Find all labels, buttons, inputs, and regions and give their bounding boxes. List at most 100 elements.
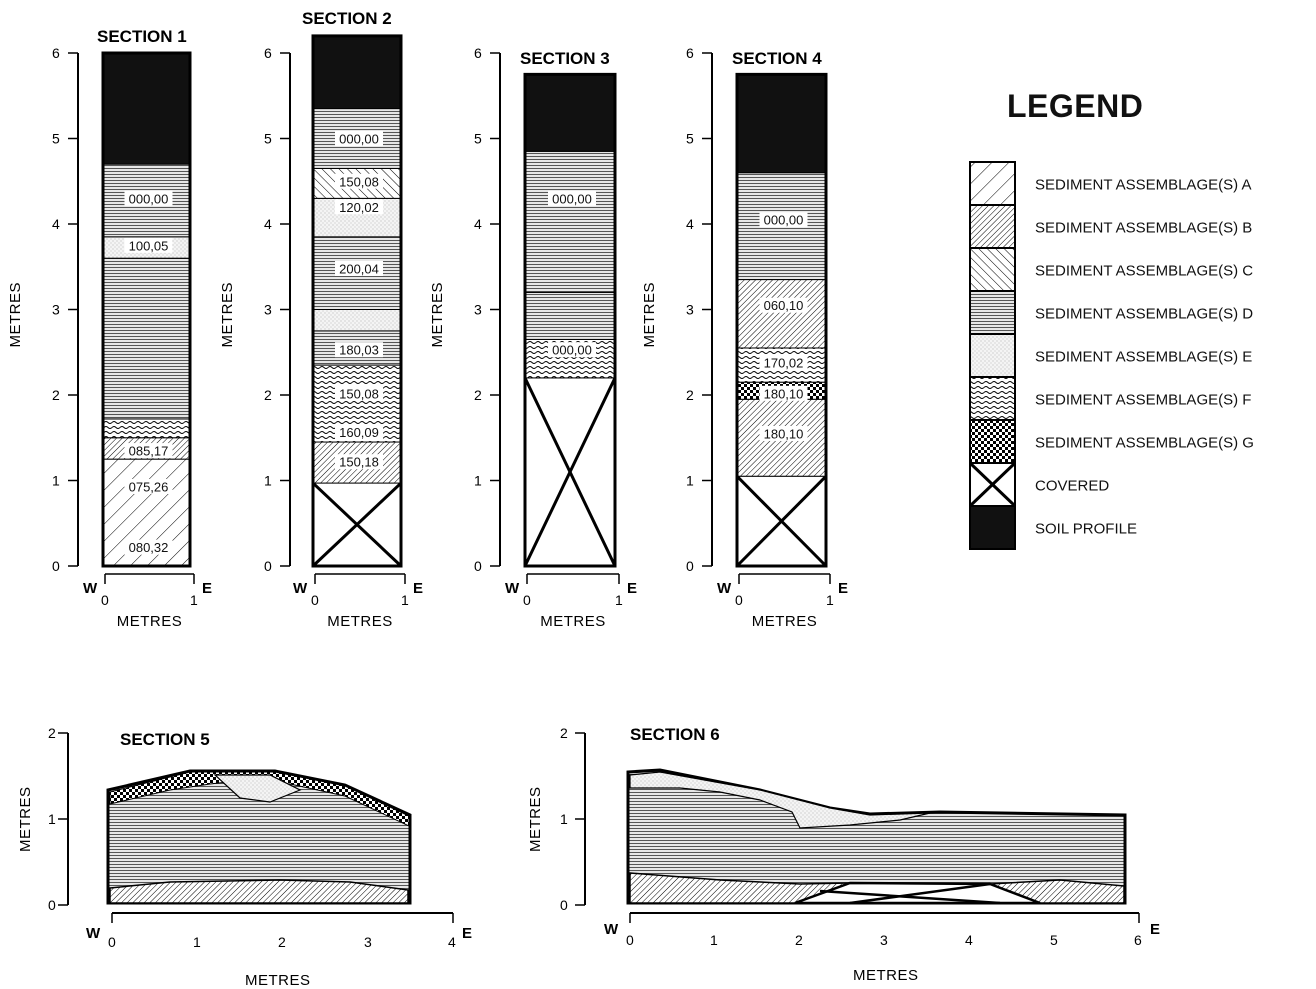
section-2-title: SECTION 2 xyxy=(302,9,392,28)
section-5-ytick-2: 2 xyxy=(48,725,56,741)
section-1-west: W xyxy=(83,580,98,597)
section-3-ylabel: METRES xyxy=(429,282,446,348)
section-2-west: W xyxy=(293,580,308,597)
legend-swatch-F xyxy=(969,376,1016,421)
unit-label-box xyxy=(548,342,596,358)
section-6-east: E xyxy=(1150,921,1160,938)
section-3-xtick-0: 0 xyxy=(523,592,531,608)
legend-swatch-G xyxy=(969,419,1016,464)
unit-label: 085,17 xyxy=(129,444,169,459)
unit-label-box xyxy=(335,385,383,401)
unit-label-box xyxy=(124,190,173,206)
section-6-profile: SECTION 6 2 1 0 METRES W E 0 1 2 3 4 5 6… xyxy=(527,725,1160,984)
section-4-xtick-1: 1 xyxy=(826,592,834,608)
unit-label-box xyxy=(759,212,808,228)
section-5-title: SECTION 5 xyxy=(120,730,210,749)
unit-label: 100,05 xyxy=(129,238,169,253)
section-3-column: SECTION 3 0 1 2 3 4 5 6 METRES 000,00 000,00 W E 0 1 ME… xyxy=(429,45,637,630)
unit-soil xyxy=(102,52,191,165)
legend-label-D: SEDIMENT ASSEMBLAGE(S) D xyxy=(1035,306,1253,323)
section-4-east: E xyxy=(838,580,848,597)
section-5-ytick-1: 1 xyxy=(48,811,56,827)
section-2-east: E xyxy=(413,580,423,597)
section-6-ytick-1: 1 xyxy=(560,811,568,827)
legend-swatch-D xyxy=(969,290,1016,335)
section-2-ytick: 0 xyxy=(264,558,272,574)
section-3-ytick: 6 xyxy=(474,45,482,61)
section-2-ytick: 3 xyxy=(264,302,272,318)
section-6-xlabel: METRES xyxy=(853,967,919,984)
unit-label-box xyxy=(759,355,808,371)
legend-label-A: SEDIMENT ASSEMBLAGE(S) A xyxy=(1035,177,1251,194)
legend-swatch-soil xyxy=(969,505,1016,550)
section-6-xtick-1: 1 xyxy=(710,932,718,948)
legend-label-B: SEDIMENT ASSEMBLAGE(S) B xyxy=(1035,220,1252,237)
section-4-ytick: 3 xyxy=(686,302,694,318)
section-5-xtick-4: 4 xyxy=(448,934,456,950)
section-2-ytick: 6 xyxy=(264,45,272,61)
unit-label: 180,10 xyxy=(764,386,804,401)
section-6-xtick-2: 2 xyxy=(795,932,803,948)
section-3-east: E xyxy=(627,580,637,597)
unit-E xyxy=(312,309,402,332)
section-2-column: SECTION 2 0 1 2 3 4 5 6 METRES 150,18 160,09 150,08… xyxy=(219,9,423,630)
unit-label: 000,00 xyxy=(764,213,804,228)
unit-label-box xyxy=(548,190,596,206)
unit-label-box xyxy=(124,443,173,459)
unit-D xyxy=(102,257,191,420)
section-1-xtick-0: 0 xyxy=(101,592,109,608)
section-2-ytick: 4 xyxy=(264,216,272,232)
section-5-xlabel: METRES xyxy=(245,972,311,989)
section-1-xtick-1: 1 xyxy=(190,592,198,608)
section-4-column: SECTION 4 0 1 2 3 4 5 6 METRES 180,10 180,10 170,02… xyxy=(641,45,848,630)
unit-label: 060,10 xyxy=(764,298,804,313)
unit-label: 170,02 xyxy=(764,356,804,371)
section-1-ytick: 2 xyxy=(52,387,60,403)
section-5-xtick-2: 2 xyxy=(278,934,286,950)
section-5-ytick-0: 0 xyxy=(48,897,56,913)
section-1-xlabel: METRES xyxy=(117,613,183,630)
section-2-xtick-1: 1 xyxy=(401,592,409,608)
unit-label-box xyxy=(335,199,383,215)
section-5-xtick-1: 1 xyxy=(193,934,201,950)
section-6-xtick-0: 0 xyxy=(626,932,634,948)
section-4-ylabel: METRES xyxy=(641,282,658,348)
section-6-ytick-2: 2 xyxy=(560,725,568,741)
unit-label: 180,10 xyxy=(764,426,804,441)
section-4-west: W xyxy=(717,580,732,597)
unit-label: 000,00 xyxy=(552,343,592,358)
section-4-ytick: 4 xyxy=(686,216,694,232)
unit-D xyxy=(524,150,616,293)
section-2-ytick: 2 xyxy=(264,387,272,403)
unit-label: 150,08 xyxy=(339,386,379,401)
section-3-ytick: 3 xyxy=(474,302,482,318)
section-1-column: SECTION 1 0 1 2 3 4 5 6 METRES 080,32 075,26 085,17… xyxy=(7,27,212,630)
unit-D xyxy=(524,291,616,340)
section-2-xtick-0: 0 xyxy=(311,592,319,608)
section-6-ylabel: METRES xyxy=(527,786,544,852)
unit-soil xyxy=(736,73,827,174)
unit-label-box xyxy=(124,478,173,494)
section-5-xtick-3: 3 xyxy=(364,934,372,950)
unit-label: 000,00 xyxy=(129,191,169,206)
legend-label-covered: COVERED xyxy=(1035,478,1109,495)
section-2-outline xyxy=(311,34,403,568)
unit-F xyxy=(102,418,191,439)
section-3-xtick-1: 1 xyxy=(615,592,623,608)
section-5-east: E xyxy=(462,925,472,942)
section-3-west: W xyxy=(505,580,520,597)
section-6-xtick-4: 4 xyxy=(965,932,973,948)
section-3-title: SECTION 3 xyxy=(520,49,610,68)
section-6-west: W xyxy=(604,921,619,938)
section-3-outline xyxy=(523,72,617,568)
section-5-west: W xyxy=(86,925,101,942)
unit-label: 180,03 xyxy=(339,343,379,358)
unit-label-box xyxy=(335,173,383,189)
unit-label: 150,18 xyxy=(339,455,379,470)
section-5-profile: SECTION 5 2 1 0 METRES W E 0 1 2 3 4 MET… xyxy=(17,725,472,989)
unit-label-box xyxy=(335,342,383,358)
section-2-ylabel: METRES xyxy=(219,282,236,348)
section-2-ytick: 5 xyxy=(264,131,272,147)
legend-swatch-A xyxy=(969,161,1016,206)
unit-label-box xyxy=(124,539,173,555)
